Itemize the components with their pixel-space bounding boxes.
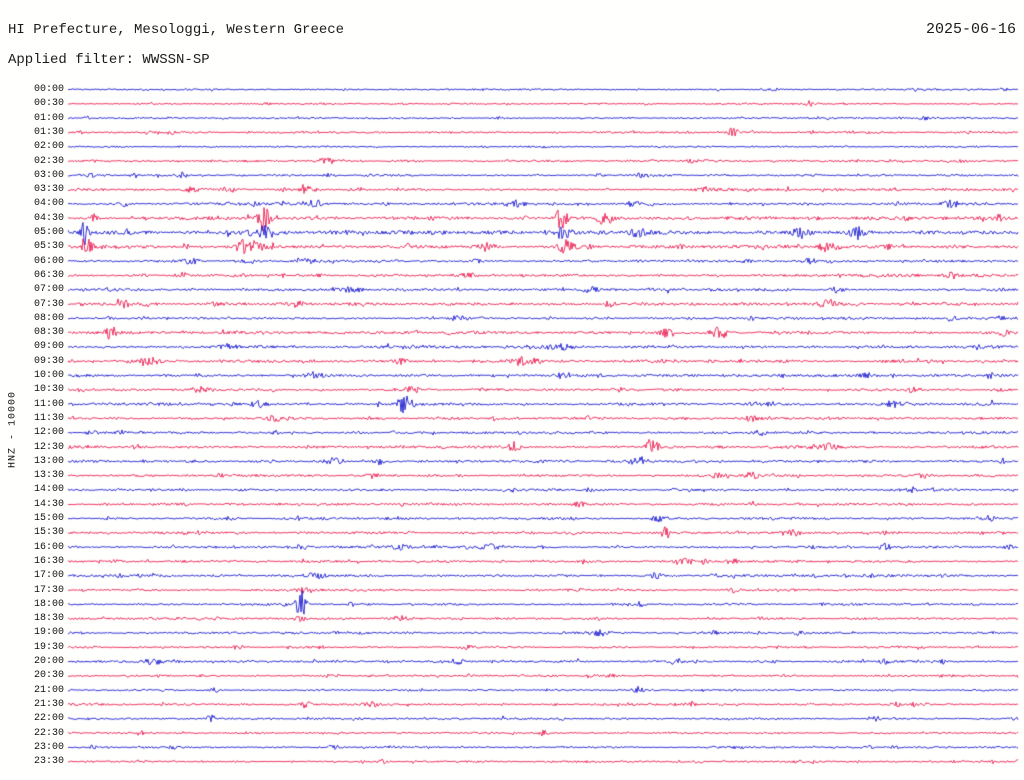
- trace-time-label: 23:30: [33, 756, 64, 768]
- trace-time-label: 14:30: [33, 498, 64, 510]
- trace-time-label: 18:30: [33, 613, 64, 625]
- trace-time-label: 06:30: [33, 269, 64, 281]
- trace-time-label: 05:00: [33, 227, 64, 238]
- trace-time-label: 15:30: [33, 527, 64, 539]
- trace-time-label: 09:30: [33, 355, 64, 367]
- trace-time-label: 17:00: [33, 570, 64, 582]
- trace-time-label: 11:30: [33, 412, 64, 424]
- trace-time-label: 06:00: [33, 255, 64, 267]
- trace-time-label: 20:00: [33, 656, 64, 667]
- trace-time-label: 03:30: [33, 184, 64, 196]
- trace-time-label: 00:00: [33, 84, 64, 95]
- trace-time-label: 13:00: [33, 455, 64, 467]
- trace-time-label: 12:00: [33, 427, 64, 439]
- trace-time-label: 13:30: [33, 470, 64, 482]
- trace-time-label: 18:00: [33, 598, 64, 610]
- trace-time-label: 20:30: [33, 670, 64, 682]
- trace-time-label: 02:00: [33, 141, 64, 153]
- trace-time-label: 07:30: [33, 298, 64, 310]
- trace-time-label: 22:30: [33, 727, 64, 739]
- trace-time-label: 05:30: [33, 241, 64, 253]
- trace-time-label: 04:00: [33, 198, 64, 210]
- time-labels: 00:00 00:30 01:00 01:30 02:00 02:30 03:00 03:30…: [20, 0, 64, 780]
- trace-time-label: 10:00: [33, 370, 64, 381]
- trace-time-label: 08:30: [33, 327, 64, 339]
- trace-time-label: 14:00: [33, 484, 64, 496]
- trace-time-label: 02:30: [33, 155, 64, 167]
- trace-time-label: 09:00: [33, 341, 64, 353]
- trace-time-label: 16:30: [33, 555, 64, 567]
- trace-time-label: 03:00: [33, 169, 64, 181]
- trace-time-label: 01:00: [33, 112, 64, 124]
- trace-time-label: 12:30: [33, 441, 64, 453]
- trace-time-label: 07:00: [33, 284, 64, 296]
- trace-time-label: 23:00: [33, 741, 64, 753]
- trace-time-label: 15:00: [33, 513, 64, 524]
- trace-time-label: 08:00: [33, 312, 64, 324]
- trace-time-label: 01:30: [33, 126, 64, 138]
- trace-time-label: 19:00: [33, 627, 64, 639]
- trace-time-label: 22:00: [33, 713, 64, 725]
- trace-time-label: 17:30: [33, 584, 64, 596]
- trace-time-label: 11:00: [33, 398, 64, 410]
- trace-time-label: 21:30: [33, 698, 64, 710]
- trace-time-label: 04:30: [33, 212, 64, 224]
- trace-time-label: 00:30: [33, 98, 64, 110]
- trace-time-label: 21:00: [33, 684, 64, 696]
- trace-time-label: 19:30: [33, 641, 64, 653]
- trace-time-label: 16:00: [33, 541, 64, 553]
- trace-time-label: 10:30: [33, 384, 64, 396]
